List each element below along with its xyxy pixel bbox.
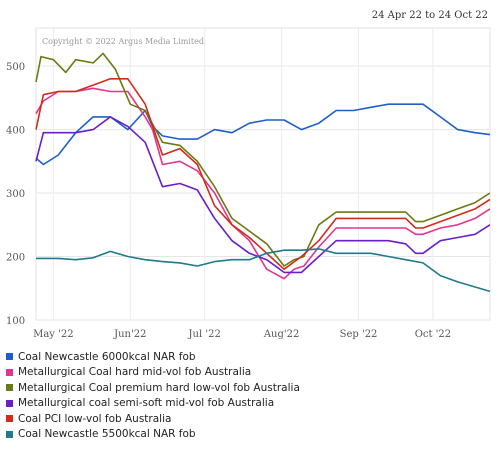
grid bbox=[36, 28, 490, 321]
legend-swatch bbox=[6, 368, 13, 376]
x-axis: May '22 Jun'22 Jul '22 Aug'22 Sep '22 Oct '22 bbox=[33, 329, 451, 340]
x-tick-label: Jul '22 bbox=[188, 329, 221, 340]
x-tick-label: Jun'22 bbox=[113, 329, 146, 340]
x-tick-label: Aug'22 bbox=[263, 329, 300, 340]
legend-label: Coal Newcastle 6000kcal NAR fob bbox=[18, 350, 196, 363]
legend-item[interactable]: Coal Newcastle 5500kcal NAR fob bbox=[6, 427, 300, 443]
legend-swatch bbox=[6, 384, 13, 392]
legend-label: Metallurgical coal semi-soft mid-vol fob… bbox=[18, 397, 275, 410]
legend-label: Coal PCI low-vol fob Australia bbox=[18, 412, 172, 425]
series-layer bbox=[35, 52, 491, 293]
series-line-4 bbox=[35, 116, 491, 274]
legend-swatch bbox=[6, 399, 13, 407]
x-tick-label: Sep '22 bbox=[340, 329, 378, 340]
legend-swatch bbox=[6, 353, 13, 361]
legend-label: Metallurgical Coal premium hard low-vol … bbox=[18, 381, 300, 394]
price-chart: Copyright © 2022 Argus Media Limited 100… bbox=[6, 27, 491, 340]
series-line-1 bbox=[35, 103, 491, 166]
legend-item[interactable]: Metallurgical Coal hard mid-vol fob Aust… bbox=[6, 365, 300, 381]
x-tick-label: May '22 bbox=[33, 329, 74, 340]
legend-swatch bbox=[6, 430, 13, 438]
legend-item[interactable]: Metallurgical Coal premium hard low-vol … bbox=[6, 380, 300, 396]
y-tick-label: 400 bbox=[6, 126, 25, 137]
y-tick-label: 500 bbox=[6, 62, 25, 73]
legend-item[interactable]: Coal PCI low-vol fob Australia bbox=[6, 411, 300, 427]
y-tick-label: 300 bbox=[6, 189, 25, 200]
plot-area bbox=[35, 27, 491, 321]
legend-label: Coal Newcastle 5500kcal NAR fob bbox=[18, 428, 196, 441]
y-tick-label: 200 bbox=[6, 253, 25, 264]
legend-swatch bbox=[6, 415, 13, 423]
date-range: 24 Apr 22 to 24 Oct 22 bbox=[371, 10, 488, 21]
legend-label: Metallurgical Coal hard mid-vol fob Aust… bbox=[18, 366, 252, 379]
legend: Coal Newcastle 6000kcal NAR fob Metallurg… bbox=[6, 349, 300, 442]
y-axis: 100 200 300 400 500 bbox=[6, 62, 25, 327]
x-tick-label: Oct '22 bbox=[415, 329, 451, 340]
series-line-3 bbox=[35, 52, 491, 267]
y-tick-label: 100 bbox=[6, 316, 25, 327]
series-line-2 bbox=[35, 87, 491, 280]
copyright-notice: Copyright © 2022 Argus Media Limited bbox=[42, 37, 204, 46]
series-line-6 bbox=[36, 248, 491, 293]
legend-item[interactable]: Coal Newcastle 6000kcal NAR fob bbox=[6, 349, 300, 365]
legend-item[interactable]: Metallurgical coal semi-soft mid-vol fob… bbox=[6, 396, 300, 412]
